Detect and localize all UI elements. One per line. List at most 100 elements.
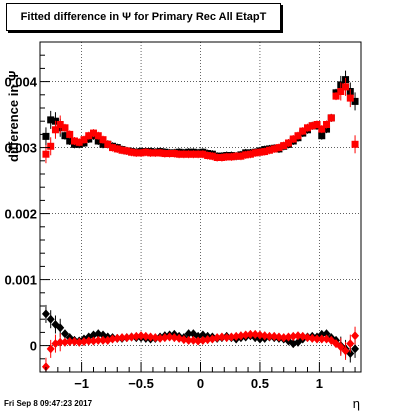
data-point (351, 140, 359, 148)
data-point (51, 126, 59, 134)
data-point (341, 346, 350, 356)
timestamp-footer: Fri Sep 8 09:47:23 2017 (4, 399, 93, 408)
data-point (89, 336, 98, 346)
data-point (223, 153, 231, 161)
data-point (227, 332, 236, 342)
data-point (232, 331, 241, 341)
data-point (189, 335, 198, 345)
data-point (170, 333, 179, 343)
data-point (161, 150, 169, 158)
data-point (270, 331, 279, 341)
data-point (99, 335, 108, 345)
data-point (265, 146, 273, 154)
data-point (304, 124, 311, 132)
data-point (246, 329, 255, 339)
data-point (184, 329, 193, 339)
x-tick-label-2: 0 (197, 376, 204, 391)
y-tick-label-1: 0.001 (4, 273, 37, 288)
data-point (42, 150, 50, 158)
data-point (94, 335, 103, 345)
y-tick-label-0: 0 (30, 339, 37, 354)
data-point (99, 140, 107, 148)
data-point (308, 333, 317, 343)
data-point (65, 337, 74, 347)
data-point (274, 332, 283, 342)
data-point (303, 333, 312, 343)
data-point (242, 151, 250, 159)
data-point (137, 331, 146, 341)
data-point (213, 333, 222, 343)
x-tick-label-3: 0.5 (251, 376, 269, 391)
data-point (204, 152, 212, 160)
data-point (118, 333, 127, 343)
chart-axes (39, 41, 362, 373)
data-point (109, 144, 117, 152)
data-point (66, 130, 74, 138)
data-point (61, 124, 69, 132)
data-point (289, 331, 298, 341)
data-point (251, 329, 260, 339)
data-point (280, 142, 288, 150)
data-point (166, 150, 174, 158)
data-point (113, 333, 122, 343)
data-point (61, 132, 69, 140)
data-point (208, 152, 216, 160)
data-point (199, 150, 207, 158)
data-point (236, 331, 245, 341)
data-point (351, 331, 360, 341)
data-point (327, 114, 335, 122)
chart-series (41, 70, 360, 372)
data-point (284, 332, 293, 342)
data-point (160, 333, 169, 343)
data-point (275, 144, 283, 152)
data-point (313, 121, 321, 128)
data-point (265, 331, 274, 341)
data-point (179, 335, 188, 345)
data-point (313, 334, 322, 344)
data-point (323, 121, 331, 128)
data-point (70, 337, 79, 347)
chart-title: Fitted difference in Ψ for Primary Rec A… (6, 3, 281, 31)
data-point (142, 148, 150, 156)
data-point (94, 132, 102, 140)
data-point (198, 335, 207, 345)
data-point (289, 135, 297, 143)
data-point (60, 329, 69, 339)
x-tick-label-4: 1 (316, 376, 323, 391)
data-point (147, 149, 155, 157)
data-point (46, 344, 55, 354)
data-point (318, 132, 326, 140)
data-point (213, 154, 221, 161)
data-point (108, 334, 117, 344)
data-point (255, 330, 264, 340)
x-axis-label: η (352, 396, 360, 411)
data-point (342, 83, 350, 91)
data-point (251, 149, 259, 157)
data-point (256, 148, 264, 156)
data-point (322, 329, 331, 339)
data-point (79, 337, 88, 347)
data-point (237, 152, 245, 160)
data-point (218, 154, 226, 161)
data-point (170, 150, 178, 158)
data-point (308, 122, 316, 130)
data-point (132, 331, 141, 341)
data-point (246, 150, 254, 158)
y-tick-label-4: 0.004 (4, 75, 37, 90)
data-point (75, 337, 84, 347)
data-point (137, 149, 145, 157)
data-point (317, 329, 326, 339)
data-point (284, 139, 292, 147)
data-point (203, 335, 212, 345)
data-point (127, 332, 136, 342)
data-point (299, 127, 307, 135)
data-point (99, 136, 107, 144)
data-point (66, 137, 74, 145)
data-point (42, 132, 50, 140)
data-point (317, 334, 326, 344)
data-point (336, 342, 345, 352)
data-point (318, 125, 326, 133)
data-point (184, 335, 193, 345)
data-point (70, 137, 78, 145)
data-point (56, 337, 65, 347)
